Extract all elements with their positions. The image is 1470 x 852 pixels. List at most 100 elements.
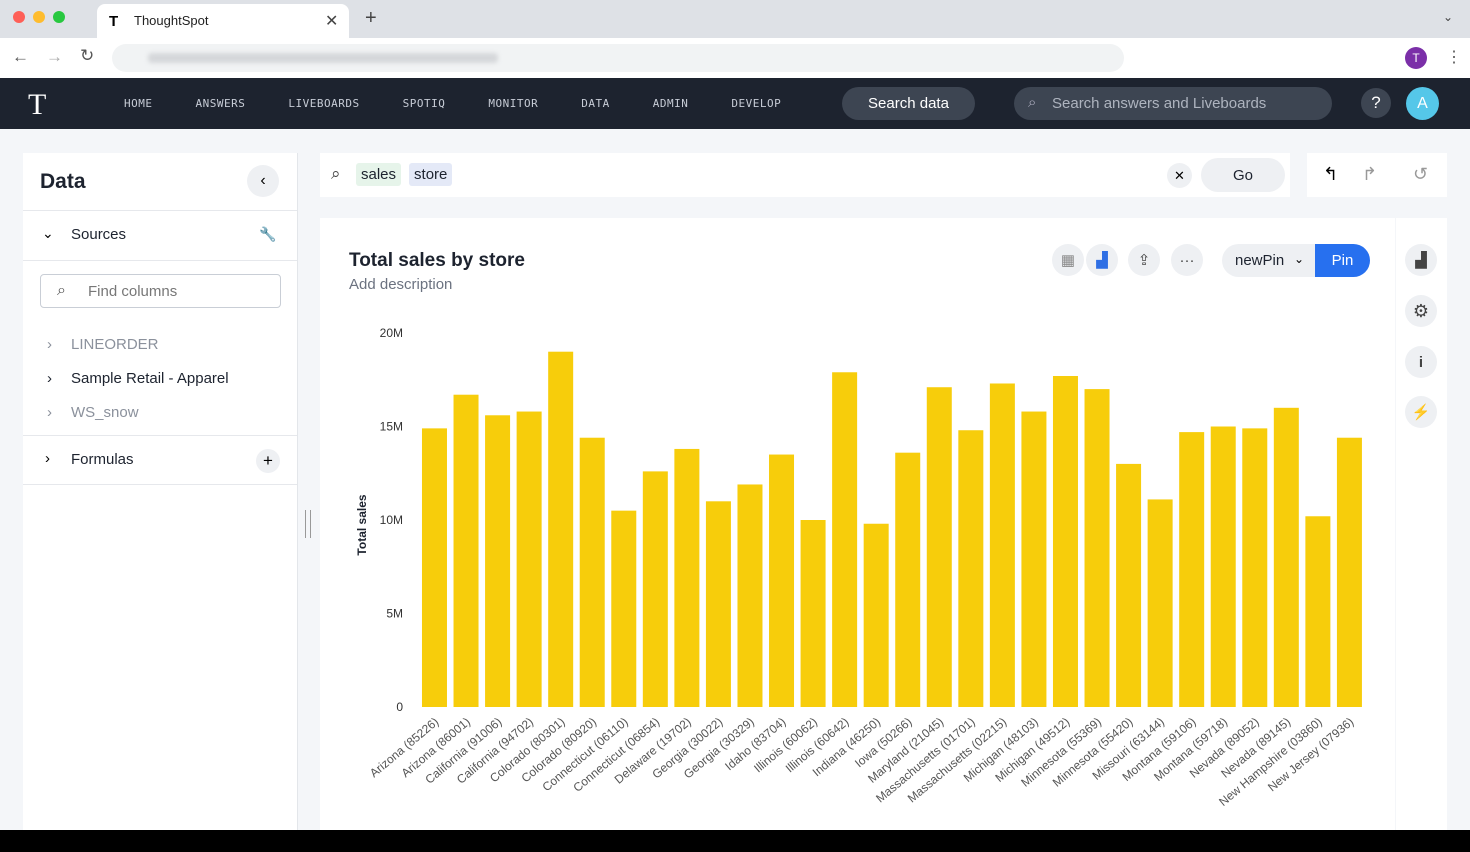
y-tick-label: 15M [380, 420, 403, 434]
maximize-window[interactable] [53, 11, 65, 23]
answer-card: Add description ▦ ▟ ⇪ ··· newPin ⌄ Pin T… [320, 218, 1395, 830]
bar [643, 471, 668, 707]
bar [1116, 464, 1141, 707]
profile-letter: T [1405, 47, 1427, 69]
nav-item[interactable]: MONITOR [488, 97, 538, 110]
nav-item[interactable]: DEVELOP [731, 97, 781, 110]
bar [737, 484, 762, 707]
search-icon: ⌕ [1028, 94, 1036, 111]
close-window[interactable] [13, 11, 25, 23]
nav-item[interactable]: SPOTIQ [403, 97, 446, 110]
bar [1305, 516, 1330, 707]
bar [422, 428, 447, 707]
bar [769, 455, 794, 707]
find-columns[interactable]: ⌕ Find columns [40, 274, 281, 308]
info[interactable]: i [1405, 346, 1437, 378]
y-tick-label: 0 [396, 700, 403, 714]
sources-label: Sources [71, 226, 126, 243]
chart-title: Total sales by store [349, 250, 525, 271]
bar [990, 383, 1015, 707]
source-chevron: › [47, 336, 71, 353]
search-bar[interactable]: ⌕ sales store ✕ Go [320, 153, 1290, 197]
bar [1242, 428, 1267, 707]
search-data-button[interactable]: Search data [842, 87, 975, 120]
browser-menu[interactable]: ⋮ [1446, 47, 1462, 67]
bottom-bar [0, 830, 1470, 852]
chart: Total sales by store Total sales 0 5M 10M 1… [320, 218, 1395, 830]
nav-item[interactable]: LIVEBOARDS [288, 97, 359, 110]
find-columns-placeholder: Find columns [88, 283, 177, 300]
nav-item[interactable]: ADMIN [653, 97, 689, 110]
panel-resizer[interactable] [305, 510, 311, 538]
app-header: T HOME ANSWERS LIVEBOARDS SPOTIQ MONITOR DATA… [0, 78, 1470, 129]
source-name: LINEORDER [71, 336, 159, 353]
global-search[interactable]: ⌕ Search answers and Liveboards [1014, 87, 1332, 120]
y-axis-label: Total sales [355, 494, 369, 555]
source-item[interactable]: ›LINEORDER [47, 327, 229, 361]
reload[interactable]: ↻ [80, 46, 94, 66]
bar [1337, 438, 1362, 707]
bar [674, 449, 699, 707]
search-tokens: sales store [356, 163, 452, 186]
logo[interactable]: T [28, 88, 46, 122]
active-tab[interactable]: T ThoughtSpot ✕ [97, 4, 349, 38]
bar [1148, 499, 1173, 707]
url-field[interactable] [112, 44, 1124, 72]
divider [23, 435, 297, 436]
go-button[interactable]: Go [1201, 158, 1285, 192]
search-icon: ⌕ [57, 282, 66, 300]
tab-strip: T ThoughtSpot ✕ + ⌄ [0, 0, 1470, 38]
search-token[interactable]: store [409, 163, 452, 186]
sources-chevron[interactable]: ⌄ [42, 225, 54, 242]
new-tab[interactable]: + [365, 7, 377, 30]
collapse-panel[interactable]: ‹ [247, 165, 279, 197]
y-tick-label: 10M [380, 513, 403, 527]
bar [958, 430, 983, 707]
divider [23, 260, 297, 261]
bar [801, 520, 826, 707]
y-tick-label: 5M [386, 607, 403, 621]
clear-search[interactable]: ✕ [1167, 163, 1192, 188]
source-item[interactable]: ›Sample Retail - Apparel [47, 361, 229, 395]
search-icon: ⌕ [331, 164, 341, 184]
bar [864, 524, 889, 707]
bar [580, 438, 605, 707]
bar [927, 387, 952, 707]
tab-close[interactable]: ✕ [325, 11, 338, 31]
redo[interactable]: ↱ [1362, 164, 1377, 185]
settings[interactable]: ⚙ [1405, 295, 1437, 327]
bar [1211, 427, 1236, 708]
search-token[interactable]: sales [356, 163, 401, 186]
global-search-placeholder: Search answers and Liveboards [1052, 95, 1266, 112]
address-bar: ← → ↻ T ⋮ [0, 38, 1470, 78]
back[interactable]: ← [12, 47, 29, 67]
insights[interactable]: ⚡ [1405, 396, 1437, 428]
bar [485, 415, 510, 707]
forward[interactable]: → [46, 47, 63, 67]
minimize-window[interactable] [33, 11, 45, 23]
bar [517, 412, 542, 707]
sources-settings[interactable]: 🔧 [259, 226, 276, 243]
help[interactable]: ? [1361, 88, 1391, 118]
tab-favicon: T [109, 13, 118, 30]
add-formula[interactable]: + [256, 449, 280, 473]
tab-menu[interactable]: ⌄ [1443, 10, 1453, 24]
source-name: WS_snow [71, 404, 139, 421]
formulas-chevron[interactable]: › [45, 450, 50, 467]
reset[interactable]: ↺ [1413, 164, 1428, 185]
profile[interactable]: T [1405, 47, 1427, 69]
nav-item[interactable]: ANSWERS [196, 97, 246, 110]
nav-item[interactable]: DATA [581, 97, 610, 110]
divider [23, 484, 297, 485]
bar [548, 352, 573, 707]
nav-item[interactable]: HOME [124, 97, 153, 110]
undo[interactable]: ↰ [1323, 164, 1338, 185]
chart-config[interactable]: ▟ [1405, 244, 1437, 276]
history-controls: ↰ ↱ ↺ [1307, 153, 1447, 197]
y-tick-label: 20M [380, 326, 403, 340]
bar [1274, 408, 1299, 707]
user-avatar[interactable]: A [1406, 87, 1439, 120]
source-chevron: › [47, 404, 71, 421]
source-item[interactable]: ›WS_snow [47, 395, 229, 429]
